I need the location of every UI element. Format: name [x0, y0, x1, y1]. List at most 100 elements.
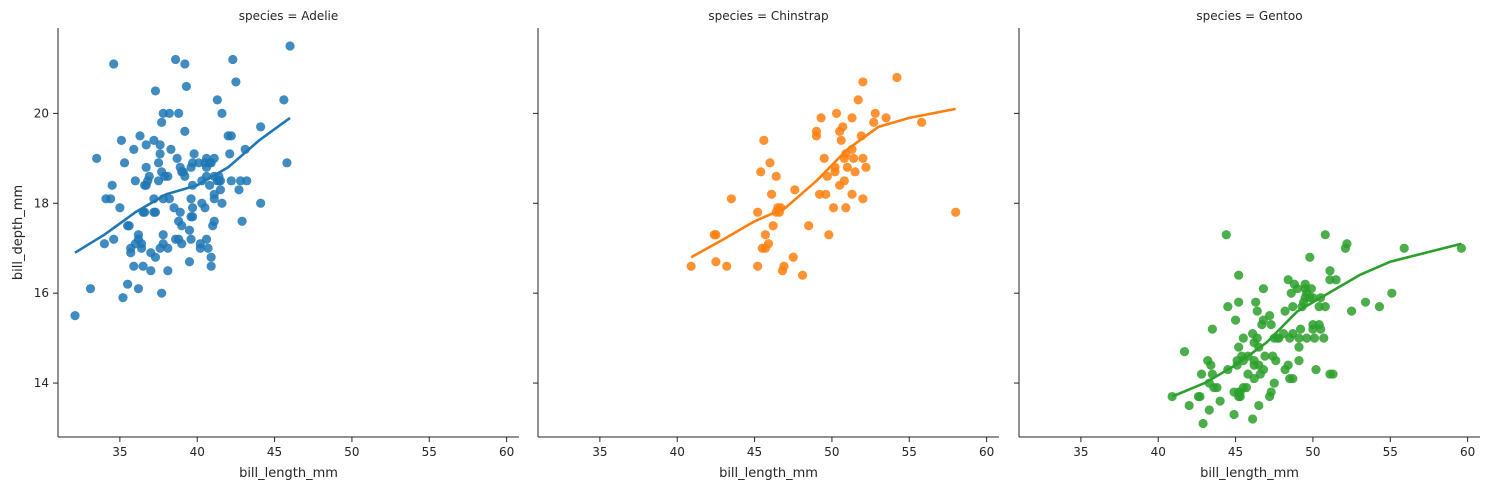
data-point	[203, 244, 212, 253]
x-tick-label: 35	[112, 445, 127, 459]
data-point	[1259, 365, 1268, 374]
data-point	[92, 154, 101, 163]
data-point	[1375, 302, 1384, 311]
data-point	[847, 190, 856, 199]
data-point	[154, 158, 163, 167]
data-point	[151, 208, 160, 217]
data-point	[1248, 414, 1257, 423]
data-point	[237, 217, 246, 226]
data-point	[159, 230, 168, 239]
y-tick-label: 18	[34, 196, 49, 210]
data-point	[120, 158, 129, 167]
data-point	[210, 154, 219, 163]
data-point	[687, 262, 696, 271]
data-point	[190, 149, 199, 158]
data-point	[1342, 239, 1351, 248]
data-point	[1288, 374, 1297, 383]
data-point	[869, 118, 878, 127]
data-point	[123, 280, 132, 289]
data-point	[1288, 302, 1297, 311]
data-point	[1239, 334, 1248, 343]
data-point	[1387, 289, 1396, 298]
x-tick-label: 55	[902, 445, 917, 459]
data-point	[881, 113, 890, 122]
data-point	[174, 109, 183, 118]
data-point	[829, 203, 838, 212]
data-point	[753, 208, 762, 217]
data-point	[185, 257, 194, 266]
data-point	[129, 145, 138, 154]
data-point	[188, 212, 197, 221]
data-point	[163, 172, 172, 181]
data-point	[180, 59, 189, 68]
data-point	[824, 230, 833, 239]
fit-line	[691, 109, 956, 257]
data-point	[789, 253, 798, 262]
data-point	[117, 136, 126, 145]
x-axis-label: bill_length_mm	[1200, 466, 1299, 481]
x-tick-label: 45	[1228, 445, 1243, 459]
x-tick-label: 35	[1073, 445, 1088, 459]
data-point	[1198, 419, 1207, 428]
data-point	[1280, 307, 1289, 316]
data-point	[227, 176, 236, 185]
y-axis-label: bill_depth_mm	[11, 185, 26, 280]
data-point	[142, 140, 151, 149]
data-point	[1294, 356, 1303, 365]
facet-panel-0: species = Adelie 35 40 45 50 55 60 14 16 18 20 bill…	[11, 9, 519, 481]
data-point	[180, 172, 189, 181]
data-point	[217, 199, 226, 208]
data-point	[854, 95, 863, 104]
data-point	[109, 235, 118, 244]
x-axis-label: bill_length_mm	[239, 466, 338, 481]
data-point	[115, 203, 124, 212]
data-point	[847, 113, 856, 122]
data-point	[871, 109, 880, 118]
data-point	[1206, 360, 1215, 369]
data-point	[1267, 387, 1276, 396]
data-point	[216, 176, 225, 185]
x-axis-label: bill_length_mm	[719, 466, 818, 481]
data-point	[1311, 365, 1320, 374]
data-point	[70, 311, 79, 320]
data-point	[1361, 298, 1370, 307]
data-point	[1294, 343, 1303, 352]
data-point	[109, 59, 118, 68]
data-point	[1316, 325, 1325, 334]
facet-panel-1: species = Chinstrap35 40 45 50 55 60bill_leng…	[533, 9, 999, 481]
data-point	[125, 221, 134, 230]
data-point	[186, 194, 195, 203]
data-point	[1310, 334, 1319, 343]
data-point	[767, 190, 776, 199]
facet-title: species = Adelie	[239, 9, 339, 23]
data-point	[761, 230, 770, 239]
data-point	[173, 154, 182, 163]
data-point	[1267, 320, 1276, 329]
data-point	[837, 136, 846, 145]
data-point	[157, 289, 166, 298]
data-point	[772, 172, 781, 181]
x-tick-label: 60	[1460, 445, 1475, 459]
data-point	[282, 158, 291, 167]
data-point	[861, 163, 870, 172]
data-point	[163, 244, 172, 253]
data-point	[145, 172, 154, 181]
x-tick-label: 55	[1383, 445, 1398, 459]
y-tick-label: 16	[34, 286, 49, 300]
data-point	[1180, 347, 1189, 356]
x-tick-label: 60	[979, 445, 994, 459]
y-tick-label: 14	[34, 376, 49, 390]
data-point	[163, 266, 172, 275]
data-point	[285, 41, 294, 50]
data-point	[765, 158, 774, 167]
data-point	[1271, 356, 1280, 365]
data-point	[165, 109, 174, 118]
data-point	[764, 239, 773, 248]
data-point	[118, 293, 127, 302]
data-point	[1321, 230, 1330, 239]
data-point	[1253, 307, 1262, 316]
data-point	[138, 262, 147, 271]
x-tick-label: 40	[670, 445, 685, 459]
data-point	[1205, 405, 1214, 414]
